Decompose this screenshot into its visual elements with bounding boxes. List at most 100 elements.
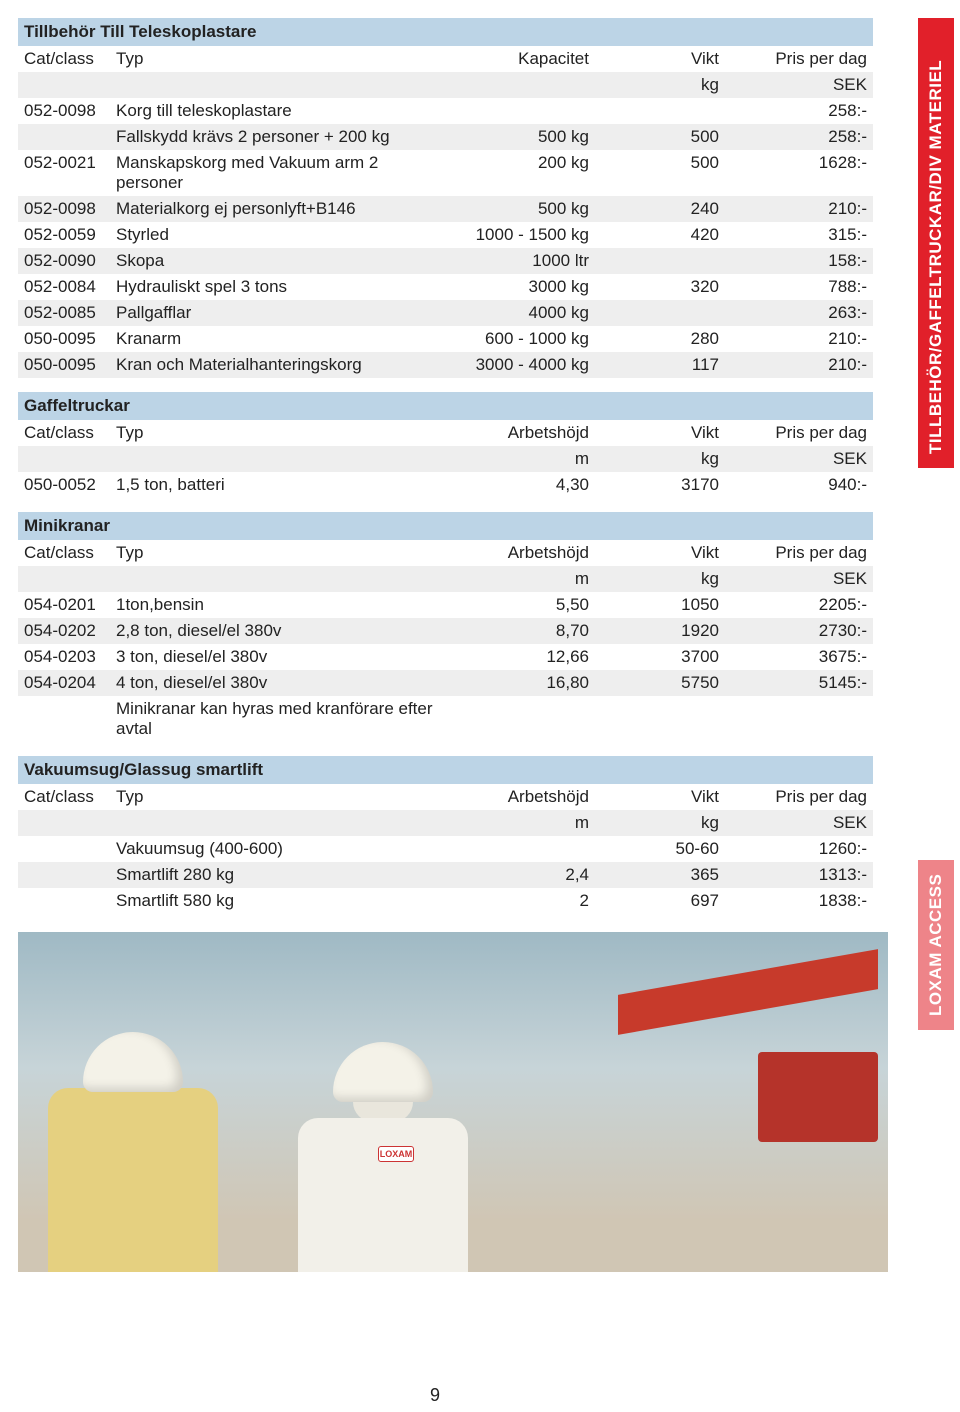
table-unit-cell [110, 446, 440, 472]
table-unit-cell [18, 810, 110, 836]
section-header: Minikranar [18, 512, 873, 540]
table-cell: 054-0203 [18, 644, 110, 670]
section-header: Gaffeltruckar [18, 392, 873, 420]
table-cell [18, 124, 110, 150]
table-cell: 940:- [725, 472, 873, 498]
table-cell: 1628:- [725, 150, 873, 196]
table-cell: 1313:- [725, 862, 873, 888]
table-header-cell: Typ [110, 540, 440, 566]
table-header-cell: Pris per dag [725, 784, 873, 810]
table-row: 054-02033 ton, diesel/el 380v12,66370036… [18, 644, 873, 670]
table-cell: Kran och Materialhanteringskorg [110, 352, 440, 378]
table-cell: 052-0090 [18, 248, 110, 274]
table-cell: 052-0085 [18, 300, 110, 326]
table-unit-cell [18, 446, 110, 472]
table-cell: 054-0204 [18, 670, 110, 696]
table-unit-cell: kg [595, 72, 725, 98]
table-cell: 210:- [725, 326, 873, 352]
table-cell: 1050 [595, 592, 725, 618]
table-cell: 50-60 [595, 836, 725, 862]
price-table: Cat/classTypArbetshöjdViktPris per dagmk… [18, 540, 873, 742]
table-cell: 2730:- [725, 618, 873, 644]
table-header-cell: Cat/class [18, 784, 110, 810]
table-header-cell: Typ [110, 784, 440, 810]
table-cell: 3675:- [725, 644, 873, 670]
table-cell: 1838:- [725, 888, 873, 914]
table-cell: 12,66 [440, 644, 595, 670]
table-unit-cell [110, 566, 440, 592]
table-header-cell: Kapacitet [440, 46, 595, 72]
table-unit-cell [18, 72, 110, 98]
table-cell: 158:- [725, 248, 873, 274]
side-label-top: TILLBEHÖR/GAFFELTRUCKAR/DIV MATERIEL [918, 18, 954, 468]
table-cell: 1920 [595, 618, 725, 644]
table-cell [18, 836, 110, 862]
table-unit-cell: m [440, 810, 595, 836]
table-row: Smartlift 580 kg26971838:- [18, 888, 873, 914]
table-cell: 3700 [595, 644, 725, 670]
table-cell: 315:- [725, 222, 873, 248]
table-cell: Pallgafflar [110, 300, 440, 326]
table-cell: 8,70 [440, 618, 595, 644]
table-row: 050-0095Kranarm600 - 1000 kg280210:- [18, 326, 873, 352]
table-cell: 050-0052 [18, 472, 110, 498]
table-cell [18, 862, 110, 888]
table-cell: 788:- [725, 274, 873, 300]
table-cell: 16,80 [440, 670, 595, 696]
table-cell: 420 [595, 222, 725, 248]
table-cell [440, 98, 595, 124]
table-header-cell: Cat/class [18, 540, 110, 566]
table-cell [18, 696, 110, 742]
table-cell: 3000 - 4000 kg [440, 352, 595, 378]
table-cell: 054-0201 [18, 592, 110, 618]
table-cell: 052-0084 [18, 274, 110, 300]
table-header-cell: Vikt [595, 784, 725, 810]
table-cell: 258:- [725, 124, 873, 150]
table-header-cell: Arbetshöjd [440, 420, 595, 446]
table-cell: 4000 kg [440, 300, 595, 326]
table-cell: Vakuumsug (400-600) [110, 836, 440, 862]
table-header-cell: Pris per dag [725, 420, 873, 446]
table-cell: 280 [595, 326, 725, 352]
table-cell: 117 [595, 352, 725, 378]
main-column: Tillbehör Till TeleskoplastareCat/classT… [18, 18, 873, 928]
table-row: 052-0090Skopa1000 ltr158:- [18, 248, 873, 274]
table-header-cell: Cat/class [18, 420, 110, 446]
table-cell: Fallskydd krävs 2 personer + 200 kg [110, 124, 440, 150]
table-cell: 600 - 1000 kg [440, 326, 595, 352]
table-cell: Kranarm [110, 326, 440, 352]
section-header: Tillbehör Till Teleskoplastare [18, 18, 873, 46]
table-cell: 258:- [725, 98, 873, 124]
table-row: 052-0098Materialkorg ej personlyft+B1465… [18, 196, 873, 222]
table-header-cell: Arbetshöjd [440, 540, 595, 566]
table-header-cell: Cat/class [18, 46, 110, 72]
page-number: 9 [0, 1385, 870, 1406]
table-header-cell: Pris per dag [725, 540, 873, 566]
table-row: 054-02044 ton, diesel/el 380v16,80575051… [18, 670, 873, 696]
table-row: Fallskydd krävs 2 personer + 200 kg500 k… [18, 124, 873, 150]
table-unit-cell [18, 566, 110, 592]
table-unit-cell: m [440, 446, 595, 472]
page: TILLBEHÖR/GAFFELTRUCKAR/DIV MATERIEL LOX… [0, 0, 960, 1412]
table-cell: 1260:- [725, 836, 873, 862]
table-unit-cell: kg [595, 446, 725, 472]
table-header-cell: Typ [110, 420, 440, 446]
table-cell: 200 kg [440, 150, 595, 196]
table-header-cell: Vikt [595, 540, 725, 566]
table-header-cell: Pris per dag [725, 46, 873, 72]
table-unit-cell: SEK [725, 446, 873, 472]
table-cell: 4,30 [440, 472, 595, 498]
table-cell: 2 [440, 888, 595, 914]
table-row: 054-02022,8 ton, diesel/el 380v8,7019202… [18, 618, 873, 644]
table-cell: 2,4 [440, 862, 595, 888]
table-cell: 3000 kg [440, 274, 595, 300]
price-table: Cat/classTypArbetshöjdViktPris per dagmk… [18, 784, 873, 914]
table-row: 052-0098Korg till teleskoplastare258:- [18, 98, 873, 124]
price-table: Cat/classTypKapacitetViktPris per dagkgS… [18, 46, 873, 378]
table-cell: 052-0098 [18, 196, 110, 222]
table-cell [595, 98, 725, 124]
table-header-cell: Arbetshöjd [440, 784, 595, 810]
table-cell [18, 888, 110, 914]
table-cell: Smartlift 580 kg [110, 888, 440, 914]
worker-left [48, 1032, 218, 1272]
